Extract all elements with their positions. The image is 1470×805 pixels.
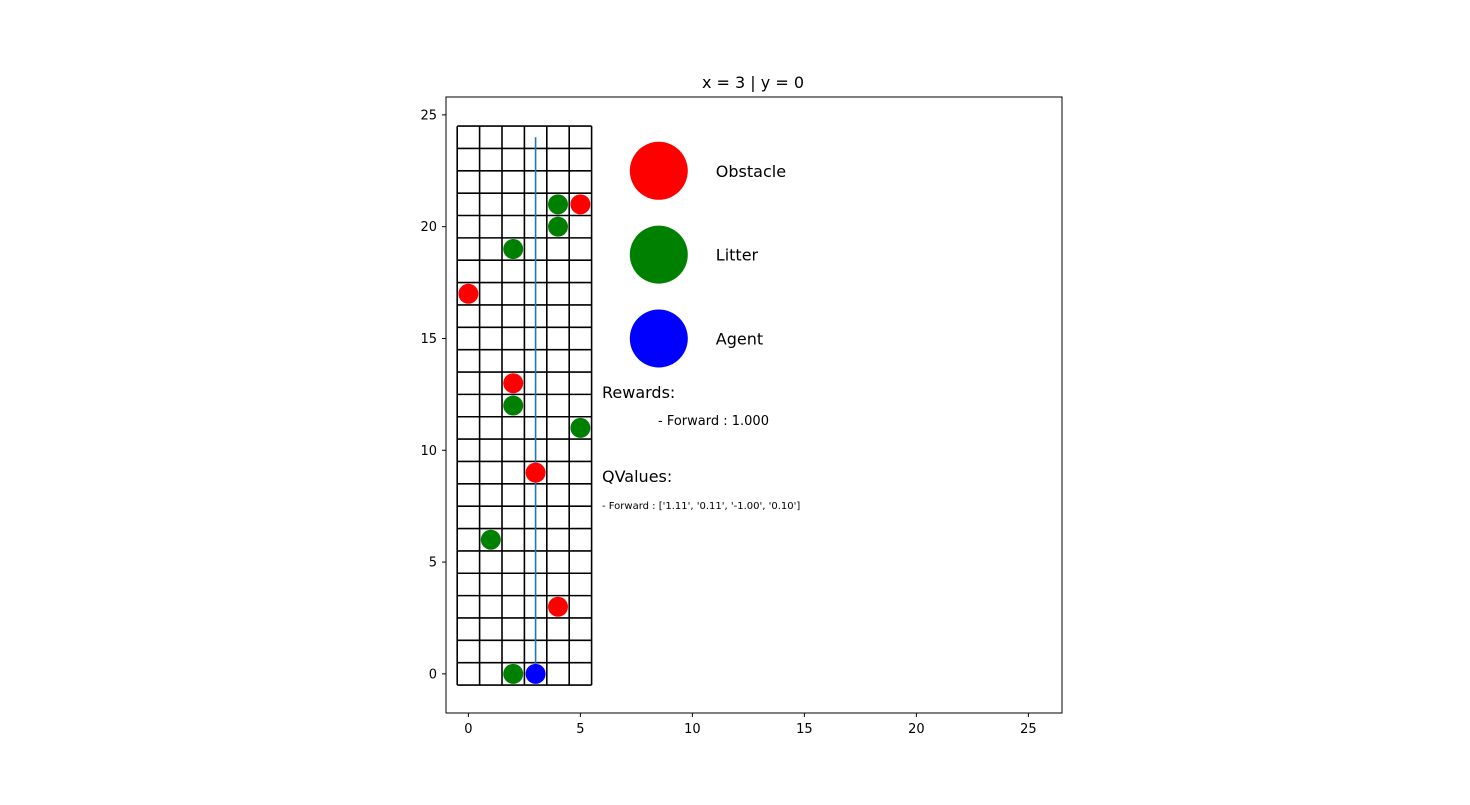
axes-frame xyxy=(445,96,1063,714)
legend-litter-swatch xyxy=(629,225,688,284)
rewards-heading: Rewards: xyxy=(602,383,675,402)
x-tick-label: 25 xyxy=(1020,722,1037,737)
grid-board xyxy=(456,125,593,686)
x-axis-ticks: 0 5 10 15 20 25 xyxy=(464,713,1037,737)
obstacle-marker xyxy=(525,462,546,483)
annotations: Rewards: - Forward : 1.000 QValues: - Fo… xyxy=(602,383,800,512)
litter-marker xyxy=(503,395,524,416)
chart-title: x = 3 | y = 0 xyxy=(702,73,804,92)
y-tick-label: 0 xyxy=(429,667,437,682)
obstacle-marker xyxy=(458,283,479,304)
litter-marker xyxy=(570,417,591,438)
x-tick-label: 15 xyxy=(796,722,813,737)
litter-marker xyxy=(548,216,568,237)
legend: Obstacle Litter Agent xyxy=(629,141,786,368)
x-tick-label: 0 xyxy=(464,722,472,737)
rewards-item-forward: - Forward : 1.000 xyxy=(658,414,769,429)
obstacle-marker xyxy=(503,373,524,394)
obstacle-marker xyxy=(570,194,591,215)
y-tick-label: 20 xyxy=(420,220,437,235)
y-axis-ticks: 0 5 10 15 20 25 xyxy=(420,108,446,682)
litter-marker xyxy=(503,663,524,684)
litter-marker xyxy=(480,529,501,550)
litter-marker xyxy=(503,239,524,260)
y-tick-label: 25 xyxy=(420,108,437,123)
agent-marker xyxy=(525,663,546,684)
qvalues-item-forward: - Forward : ['1.11', '0.11', '-1.00', '0… xyxy=(602,501,800,512)
legend-litter-label: Litter xyxy=(716,246,759,265)
x-tick-label: 5 xyxy=(576,722,584,737)
legend-agent-swatch xyxy=(629,309,688,368)
legend-agent-label: Agent xyxy=(716,329,763,348)
x-tick-label: 20 xyxy=(908,722,925,737)
x-tick-label: 10 xyxy=(684,722,701,737)
y-tick-label: 10 xyxy=(420,444,437,459)
qvalues-heading: QValues: xyxy=(602,467,672,486)
grid-points xyxy=(458,194,591,684)
y-tick-label: 15 xyxy=(420,332,437,347)
y-tick-label: 5 xyxy=(429,556,437,571)
legend-obstacle-swatch xyxy=(629,141,688,200)
litter-marker xyxy=(548,194,568,215)
legend-obstacle-label: Obstacle xyxy=(716,162,786,181)
obstacle-marker xyxy=(548,596,568,617)
